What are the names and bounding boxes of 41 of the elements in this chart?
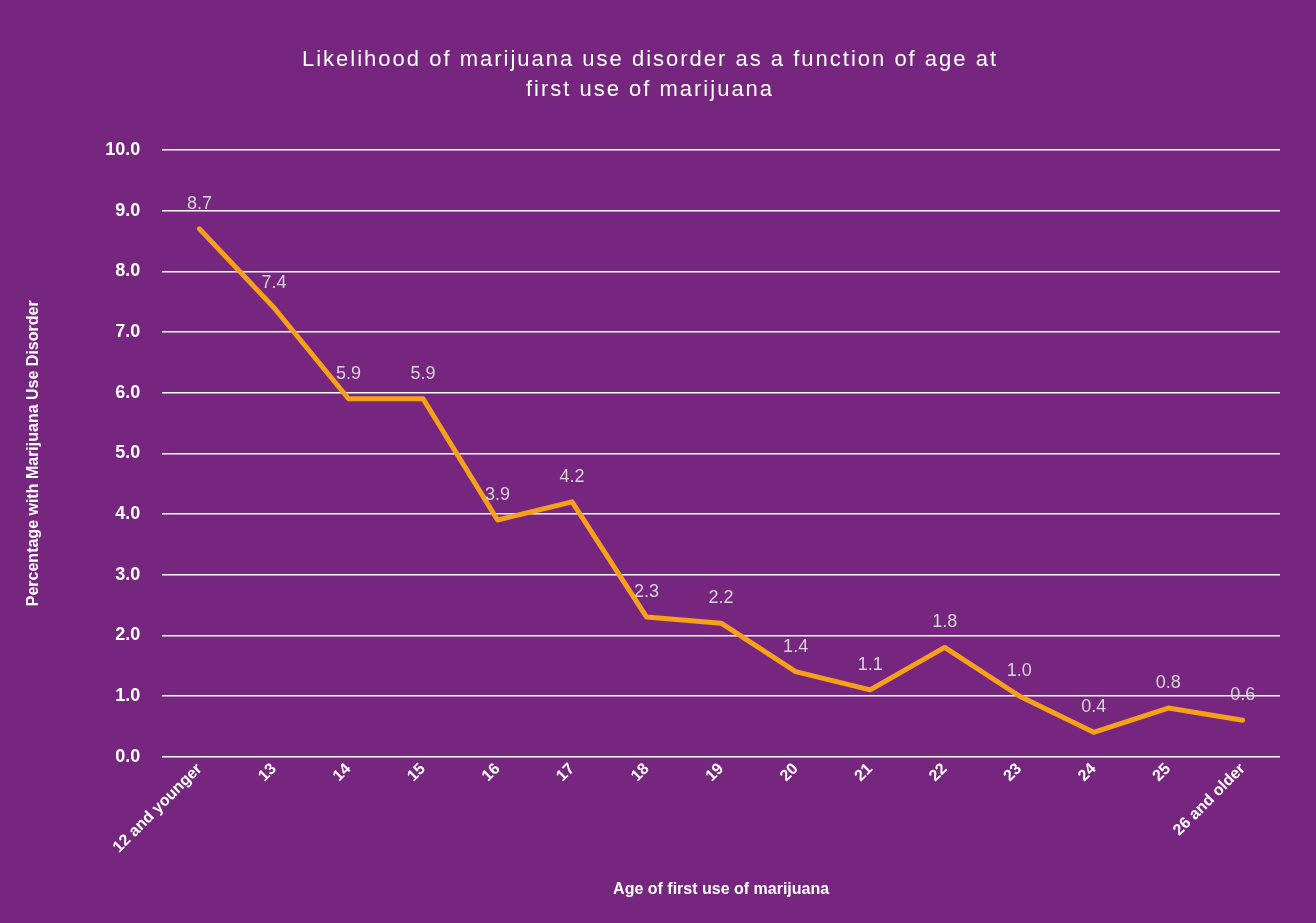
- x-tick-label: 22: [925, 759, 950, 785]
- y-tick-label: 8.0: [115, 260, 141, 281]
- text: 1.4: [783, 635, 809, 656]
- text: 1.8: [932, 611, 958, 632]
- text: 2.3: [634, 581, 660, 602]
- text: 8.7: [186, 192, 213, 213]
- x-tick-label: 16: [478, 759, 503, 785]
- text: 1.1: [857, 653, 883, 674]
- y-axis-title: Percentage with Marijuana Use Disorder: [24, 300, 42, 607]
- x-tick-label: 13: [254, 759, 280, 785]
- y-tick-label: 7.0: [115, 320, 141, 341]
- text: 2.2: [708, 587, 734, 608]
- y-tick-label: 9.0: [115, 199, 141, 220]
- x-tick-label: 21: [850, 759, 876, 785]
- y-tick-label: 10.0: [105, 138, 141, 159]
- x-tick-label: 24: [1074, 759, 1100, 785]
- text: 0.4: [1081, 696, 1107, 717]
- x-tick-label: 17: [552, 759, 578, 785]
- x-tick-label: 15: [403, 759, 429, 785]
- text: 3.9: [485, 484, 511, 504]
- text: 7.4: [261, 271, 287, 292]
- x-axis-title: Age of first use of marijuana: [613, 879, 830, 897]
- x-tick-label: 14: [329, 759, 354, 785]
- y-tick-label: 0.0: [115, 745, 141, 766]
- y-tick-label: 5.0: [115, 442, 141, 463]
- y-tick-label: 2.0: [115, 624, 141, 645]
- text: 5.9: [336, 362, 362, 383]
- x-tick-label: 23: [999, 759, 1025, 785]
- x-tick-label: 18: [627, 759, 652, 785]
- chart-title: Likelihood of marijuana use disorder as a function of age at first use of marijuana: [301, 45, 999, 103]
- x-tick-label: 25: [1148, 759, 1174, 785]
- y-tick-label: 6.0: [115, 381, 141, 402]
- x-tick-label: 19: [701, 759, 727, 785]
- text: 5.9: [410, 362, 436, 383]
- text: 4.2: [559, 465, 585, 486]
- y-tick-label: 3.0: [115, 563, 141, 584]
- text: 1.0: [1006, 659, 1032, 680]
- x-tick-label: 20: [776, 759, 801, 785]
- y-tick-label: 4.0: [115, 502, 141, 523]
- text: 0.8: [1155, 672, 1181, 693]
- y-tick-label: 1.0: [115, 684, 141, 705]
